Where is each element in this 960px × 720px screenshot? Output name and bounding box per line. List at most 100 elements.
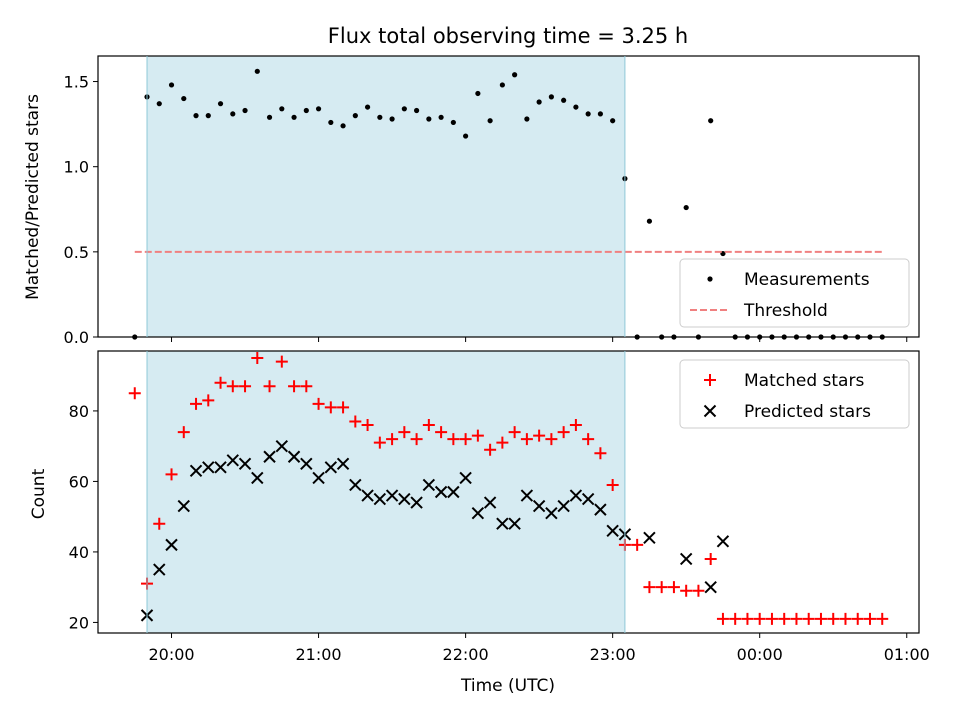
predicted-stars-point	[581, 492, 595, 506]
matched-stars-point	[398, 426, 411, 439]
counts-y-ticks: 20 40 60 80	[69, 402, 98, 632]
x-tick-label: 22:00	[443, 645, 489, 664]
matched-stars-point	[582, 433, 595, 446]
legend-label: Measurements	[744, 270, 870, 290]
measurement-point	[463, 133, 469, 139]
measurement-point	[646, 218, 653, 224]
matched-stars-point	[275, 355, 288, 368]
y-tick-label: 80	[69, 402, 89, 421]
measurement-point	[254, 68, 260, 74]
predicted-stars-point	[594, 503, 607, 516]
observing-window-shade-top	[147, 56, 625, 337]
predicted-stars-point	[532, 499, 546, 513]
predicted-stars-point	[557, 499, 570, 513]
matched-stars-point	[765, 612, 778, 625]
matched-stars-point	[214, 376, 227, 389]
y-tick-label: 0.0	[64, 328, 89, 347]
measurement-point	[561, 97, 567, 103]
x-tick-label: 01:00	[884, 645, 930, 664]
measurement-point	[683, 204, 689, 211]
matched-stars-point	[814, 612, 827, 625]
matched-stars-point	[667, 581, 680, 594]
matched-stars-point	[594, 447, 607, 460]
matched-stars-point	[337, 401, 350, 414]
predicted-stars-point	[361, 489, 374, 502]
predicted-stars-point	[471, 506, 485, 520]
predicted-stars-point	[508, 517, 521, 530]
measurement-point	[205, 113, 211, 119]
predicted-stars-point	[716, 535, 730, 548]
chart-title: Flux total observing time = 3.25 h	[328, 24, 688, 48]
legend-label: Matched stars	[744, 371, 864, 391]
predicted-stars-point	[410, 496, 423, 509]
matched-stars-point	[790, 612, 803, 625]
measurement-point	[291, 114, 297, 120]
predicted-stars-point	[398, 492, 411, 506]
predicted-stars-point	[177, 499, 190, 513]
predicted-stars-point	[349, 478, 362, 492]
measurement-point	[610, 118, 616, 124]
predicted-stars-point	[373, 492, 387, 506]
measurement-point	[181, 95, 187, 102]
matched-stars-point	[692, 584, 705, 597]
predicted-stars-point	[704, 580, 717, 594]
legend-swatch-x	[703, 404, 717, 418]
matched-stars-point	[557, 426, 570, 439]
matched-stars-point	[422, 419, 435, 432]
matched-stars-point	[312, 397, 325, 410]
measurement-point	[364, 104, 371, 110]
counts-axes-frame	[97, 350, 920, 634]
matched-stars-point	[202, 394, 215, 407]
predicted-stars-point	[336, 457, 350, 471]
matched-stars-point	[631, 538, 644, 551]
predicted-stars-point	[214, 461, 227, 474]
predicted-stars-point	[189, 464, 203, 478]
legend-label: Threshold	[743, 301, 828, 321]
ratio-x-ticks	[171, 337, 908, 342]
predicted-stars-point	[263, 450, 276, 463]
x-tick-label: 23:00	[590, 645, 636, 664]
predicted-stars-point	[312, 471, 325, 485]
matched-stars-point	[484, 443, 497, 456]
predicted-stars-point	[287, 450, 301, 463]
predicted-stars-point	[483, 496, 497, 509]
matched-stars-point	[545, 433, 558, 446]
predicted-stars-point	[459, 471, 472, 485]
measurement-point	[315, 106, 322, 112]
predicted-stars-point	[422, 478, 436, 492]
matched-stars-point	[753, 612, 766, 625]
predicted-stars-point	[643, 531, 656, 545]
matched-stars-point	[704, 552, 717, 565]
measurement-point	[548, 94, 554, 100]
matched-stars-point	[349, 415, 362, 428]
measurement-point	[585, 111, 591, 117]
measurement-point	[401, 106, 407, 112]
measurement-point	[377, 114, 383, 120]
y-tick-label: 1.5	[64, 73, 89, 92]
legend-box	[679, 258, 910, 328]
measurement-point	[573, 104, 579, 110]
matched-stars-point	[251, 352, 264, 365]
matched-stars-point	[435, 426, 448, 439]
measurement-point	[168, 82, 175, 88]
ratio-axes-frame	[97, 55, 920, 338]
measurement-point	[242, 107, 248, 114]
y-tick-label: 0.5	[64, 243, 89, 262]
matched-stars-point	[876, 612, 889, 625]
matched-stars-point	[324, 401, 337, 414]
predicted-stars-point	[447, 485, 460, 499]
predicted-stars-point	[520, 489, 534, 502]
matched-stars-point	[410, 433, 423, 446]
ratio-legend: Measurements Threshold	[679, 258, 910, 328]
y-tick-label: 1.0	[64, 158, 89, 177]
observing-window-shade-bottom	[147, 351, 625, 633]
matched-stars-point	[802, 612, 815, 625]
ratio-y-axis-label: Matched/Predicted stars	[23, 94, 43, 300]
predicted-stars-point	[238, 457, 252, 471]
measurement-point	[279, 106, 285, 112]
predicted-stars-point	[496, 517, 509, 530]
matched-stars-point	[300, 380, 313, 393]
measurement-point	[487, 118, 493, 124]
matched-stars-point	[459, 433, 472, 446]
